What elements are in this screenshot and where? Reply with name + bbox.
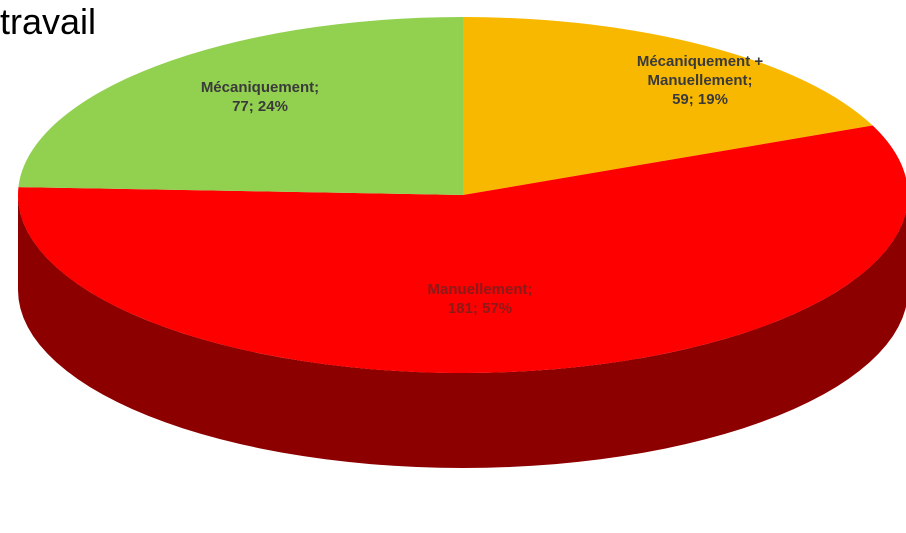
slice — [463, 17, 873, 195]
category-label: Mécaniquement; — [200, 79, 320, 96]
data-label: Mécaniquement + Manuellement; 59; 19% — [600, 52, 800, 109]
value-label: 181; 57% — [447, 300, 513, 317]
value-label: 59; 19% — [672, 91, 728, 108]
category-label: Manuellement; — [427, 281, 533, 298]
slice — [18, 17, 464, 195]
data-label: Manuellement; 181; 57% — [380, 280, 580, 318]
slice — [18, 125, 906, 374]
slice-side — [18, 195, 906, 468]
data-label: Mécaniquement; 77; 24% — [160, 78, 360, 116]
value-label: 77; 24% — [232, 98, 288, 115]
category-label: Mécaniquement + Manuellement; — [636, 53, 764, 89]
chart-title: travail — [0, 1, 97, 42]
